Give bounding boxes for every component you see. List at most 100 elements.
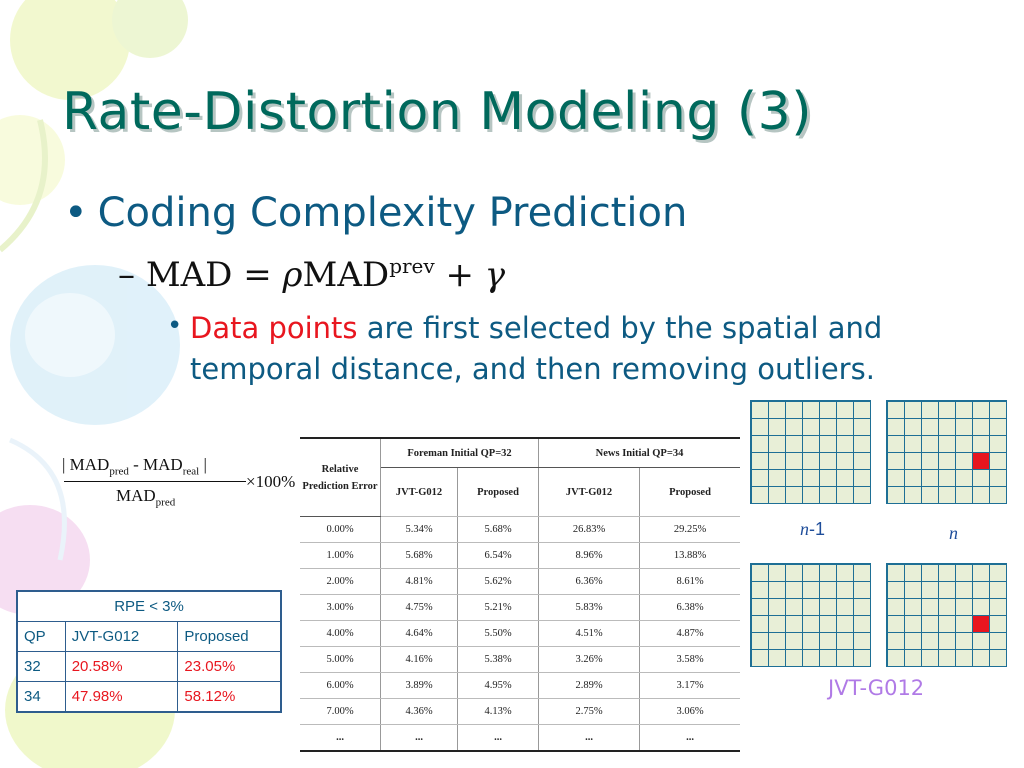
grid-cell — [937, 563, 956, 582]
grid-cell — [767, 597, 786, 616]
label-minus-one: -1 — [809, 519, 826, 539]
table-cell: 3.17% — [639, 672, 740, 699]
grid-cell — [784, 614, 803, 633]
label-frame-n: n — [949, 523, 958, 544]
fraction-bar — [64, 481, 246, 483]
grid-cell — [903, 468, 922, 487]
grid-cell — [937, 597, 956, 616]
grid-cell — [971, 434, 990, 453]
grid-cell — [954, 597, 973, 616]
table-cell: 5.50% — [457, 620, 539, 647]
formula-times-100: ×100% — [246, 472, 296, 491]
table-cell: ... — [639, 724, 740, 752]
grid-cell — [920, 614, 939, 633]
grid-cell — [937, 434, 956, 453]
grid-cell — [784, 400, 803, 419]
table-cell: 4.87% — [639, 620, 740, 647]
grid-cell — [767, 468, 786, 487]
block-grid-cur-frame-bottom — [886, 563, 1007, 667]
grid-cell — [886, 631, 905, 650]
formula-num-c: | — [199, 455, 207, 474]
sub-header: Proposed — [457, 467, 539, 517]
table-cell: 4.36% — [380, 698, 458, 725]
grid-cell — [750, 417, 769, 436]
table-cell: 2.75% — [538, 698, 640, 725]
grid-cell — [903, 417, 922, 436]
grid-cell — [971, 563, 990, 582]
grid-cell — [971, 580, 990, 599]
data-points-text: are first selected by the spatial and te… — [190, 311, 883, 386]
formula-num-a: | MAD — [62, 455, 110, 474]
rpe-cell: 47.98% — [64, 681, 179, 713]
grid-cell — [835, 563, 854, 582]
grid-cell — [818, 648, 837, 667]
grid-cell — [852, 631, 871, 650]
grid-cell — [971, 648, 990, 667]
grid-cell — [903, 485, 922, 504]
grid-cell — [767, 400, 786, 419]
grid-cell — [886, 648, 905, 667]
grid-cell — [954, 563, 973, 582]
grid-cell — [784, 468, 803, 487]
table-cell: 7.00% — [300, 698, 381, 725]
table-cell: 4.81% — [380, 568, 458, 595]
grid-cell — [971, 631, 990, 650]
grid-cell — [954, 417, 973, 436]
grid-cell — [784, 451, 803, 470]
grid-cell — [903, 580, 922, 599]
group-header-foreman: Foreman Initial QP=32 — [380, 438, 539, 468]
grid-cell — [954, 580, 973, 599]
table-cell: 2.89% — [538, 672, 640, 699]
grid-cell — [971, 468, 990, 487]
table-cell: 5.34% — [380, 516, 458, 543]
grid-cell — [920, 597, 939, 616]
rpe-col-qp: QP — [16, 621, 66, 652]
grid-cell — [954, 451, 973, 470]
prediction-error-table: Relative Prediction Error Foreman Initia… — [300, 437, 740, 752]
grid-cell — [937, 580, 956, 599]
grid-cell — [988, 580, 1007, 599]
table-cell: 8.61% — [639, 568, 740, 595]
table-cell: 2.00% — [300, 568, 381, 595]
grid-cell — [988, 648, 1007, 667]
grid-cell — [835, 417, 854, 436]
table-cell: 4.75% — [380, 594, 458, 621]
grid-cell — [937, 485, 956, 504]
grid-cell — [954, 631, 973, 650]
grid-cell — [920, 400, 939, 419]
grid-cell — [852, 614, 871, 633]
table-cell: 6.38% — [639, 594, 740, 621]
bullet-coding-complexity: • Coding Complexity Prediction — [64, 190, 687, 236]
sub-header: Proposed — [639, 467, 740, 517]
grid-cell — [903, 400, 922, 419]
grid-cell — [801, 580, 820, 599]
table-cell: 6.54% — [457, 542, 539, 569]
grid-cell — [954, 485, 973, 504]
rpe-cell: 23.05% — [177, 651, 282, 682]
grid-cell — [801, 417, 820, 436]
grid-cell — [954, 614, 973, 633]
grid-cell — [801, 614, 820, 633]
grid-cell — [903, 614, 922, 633]
grid-cell — [750, 468, 769, 487]
jvt-g012-caption: JVT-G012 — [828, 676, 925, 700]
table-cell: 5.68% — [380, 542, 458, 569]
grid-cell — [920, 485, 939, 504]
grid-cell — [937, 648, 956, 667]
table-cell: 6.00% — [300, 672, 381, 699]
grid-cell — [767, 434, 786, 453]
grid-cell — [818, 597, 837, 616]
group-header-news: News Initial QP=34 — [538, 438, 740, 468]
data-points-description: Data points are first selected by the sp… — [190, 308, 960, 390]
grid-cell — [920, 648, 939, 667]
grid-cell — [954, 434, 973, 453]
grid-cell — [852, 648, 871, 667]
grid-cell — [852, 434, 871, 453]
table-row: 0.00% 5.34% 5.68% 26.83% 29.25% — [300, 516, 740, 543]
grid-cell — [784, 631, 803, 650]
grid-cell — [886, 485, 905, 504]
data-points-highlight: Data points — [190, 311, 358, 345]
table-cell: 5.62% — [457, 568, 539, 595]
table-row: 2.00% 4.81% 5.62% 6.36% 8.61% — [300, 568, 740, 595]
grid-cell — [835, 614, 854, 633]
